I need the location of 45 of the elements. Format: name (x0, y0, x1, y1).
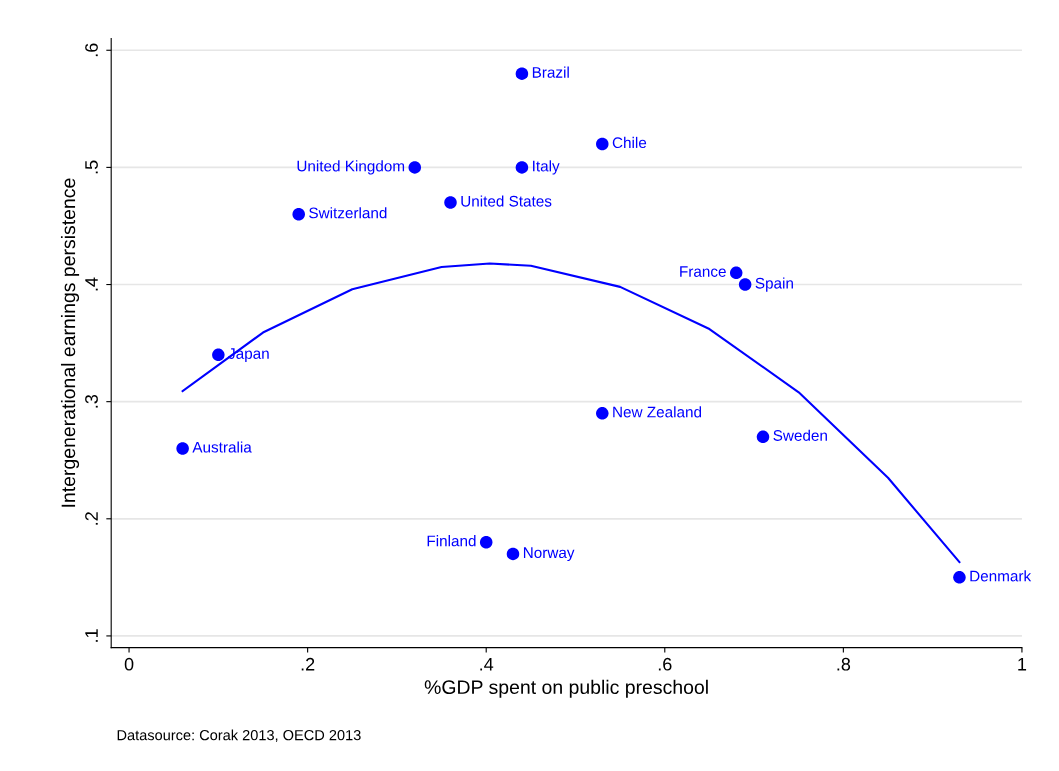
y-tick-label: .1 (85, 629, 98, 642)
data-label: Spain (755, 277, 793, 292)
y-tick-label: .4 (85, 277, 98, 291)
point (212, 348, 225, 362)
data-label: United States (461, 195, 552, 207)
data-label: France (680, 266, 726, 277)
data-label: Finland (427, 535, 476, 547)
point (176, 442, 189, 455)
x-tick-label: .8 (837, 657, 851, 671)
data-label: Brazil (532, 66, 569, 78)
data-label: United Kingdom (297, 160, 405, 175)
point (596, 137, 609, 151)
point (292, 208, 305, 221)
data-label: Denmark (970, 570, 1032, 582)
point (756, 430, 770, 444)
data-label: New Zealand (613, 406, 702, 418)
y-tick-label: .6 (85, 43, 98, 57)
y-tick-label: .5 (85, 160, 98, 174)
line-series (181, 262, 961, 564)
x-tick-label: .4 (480, 658, 494, 671)
x-axis-title: %GDP spent on public preschool (424, 679, 708, 698)
data-label: Sweden (773, 429, 827, 441)
data-label: Norway (523, 547, 575, 562)
point (408, 161, 422, 174)
point (953, 571, 966, 584)
x-tick-label: .2 (301, 657, 315, 671)
x-tick-label: 1 (1018, 658, 1027, 671)
y-tick-label: .3 (85, 394, 98, 408)
point (515, 67, 529, 80)
y-axis-title: Intergenerational earnings persistence (60, 178, 80, 507)
point (738, 278, 752, 291)
point (506, 547, 520, 561)
text: Datasource: Corak 2013, OECD 2013 (117, 729, 361, 743)
point (515, 161, 529, 174)
point (596, 407, 609, 420)
point (729, 266, 743, 280)
y-tick-label: .2 (85, 512, 98, 525)
data-label: Italy (533, 160, 560, 175)
x-tick-label: 0 (124, 657, 134, 671)
point (444, 196, 457, 209)
data-label: Australia (192, 441, 252, 453)
point (479, 535, 493, 549)
data-label: Chile (612, 136, 647, 149)
x-tick-label: .6 (658, 657, 672, 671)
data-label: Switzerland (309, 207, 387, 219)
